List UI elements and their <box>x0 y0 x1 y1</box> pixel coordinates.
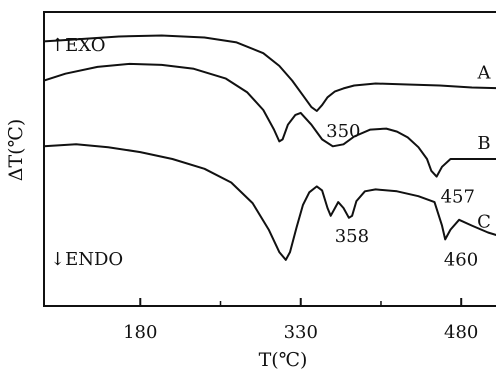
x-tick-label: 480 <box>444 322 478 343</box>
series-labels: A B C <box>477 62 492 232</box>
peak-label: 457 <box>441 187 475 208</box>
x-tick-label: 330 <box>284 322 318 343</box>
series-label-c: C <box>477 211 491 232</box>
series-curve-a <box>43 34 496 112</box>
peak-labels: 350 358 457 460 <box>326 121 478 270</box>
peak-label: 358 <box>335 226 369 247</box>
peak-label: 460 <box>444 249 478 270</box>
series-label-b: B <box>477 133 490 154</box>
x-axis-ticks <box>139 298 463 306</box>
plot-frame <box>43 11 496 307</box>
y-axis-label: ΔT(℃) <box>5 119 27 181</box>
x-axis-label: T(℃) <box>259 349 308 371</box>
series-label-a: A <box>477 62 492 83</box>
exo-annotation: ↑EXO <box>50 35 105 56</box>
series-curve-b <box>43 62 496 178</box>
peak-label: 350 <box>326 121 360 142</box>
endo-annotation: ↓ENDO <box>50 249 123 270</box>
x-axis-tick-labels: 180 330 480 <box>123 322 478 343</box>
series-curves <box>43 34 496 261</box>
x-tick-label: 180 <box>123 322 157 343</box>
series-curve-c <box>43 143 496 261</box>
